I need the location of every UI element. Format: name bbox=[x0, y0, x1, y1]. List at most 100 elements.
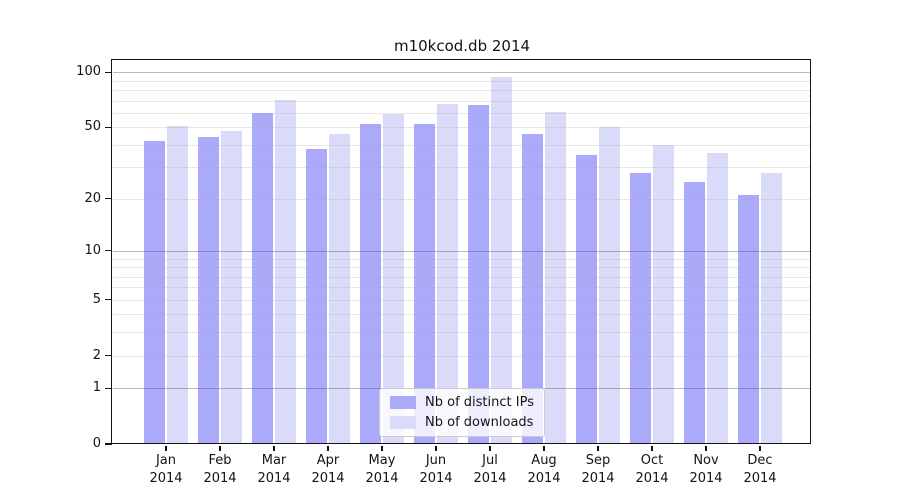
x-tick-label-apr: Apr 2014 bbox=[296, 452, 360, 488]
x-tick-label-jun: Jun 2014 bbox=[404, 452, 468, 488]
legend-label: Nb of downloads bbox=[425, 415, 534, 430]
x-tick-label-month: Feb bbox=[208, 453, 232, 468]
bar-nb-of-downloads-oct bbox=[653, 144, 674, 444]
x-tick-label-nov: Nov 2014 bbox=[674, 452, 738, 488]
x-tick-label-jan: Jan 2014 bbox=[134, 452, 198, 488]
x-tick-nov bbox=[705, 445, 707, 451]
x-tick-label-month: Mar bbox=[261, 453, 287, 468]
gridline-7 bbox=[113, 276, 811, 278]
bar-nb-of-distinct-ips-jun bbox=[414, 124, 435, 444]
x-tick-mar bbox=[273, 445, 275, 451]
bar-nb-of-downloads-apr bbox=[329, 133, 350, 444]
gridline-5 bbox=[113, 299, 811, 301]
x-tick-label-dec: Dec 2014 bbox=[728, 452, 792, 488]
bar-nb-of-distinct-ips-aug bbox=[522, 133, 543, 444]
bar-nb-of-downloads-jul bbox=[491, 77, 512, 444]
gridline-2 bbox=[113, 355, 811, 357]
x-tick-jan bbox=[165, 445, 167, 451]
y-tick-label-5: 5 bbox=[92, 291, 101, 307]
bar-nb-of-distinct-ips-feb bbox=[198, 137, 219, 444]
x-tick-label-oct: Oct 2014 bbox=[620, 452, 684, 488]
x-tick-label-year: 2014 bbox=[689, 471, 723, 486]
legend-label: Nb of distinct IPs bbox=[425, 395, 534, 410]
x-tick-label-month: Aug bbox=[531, 453, 557, 468]
x-tick-label-month: Jul bbox=[482, 453, 498, 468]
bar-nb-of-distinct-ips-apr bbox=[306, 148, 327, 444]
gridline-80 bbox=[113, 90, 811, 91]
y-tick-label-2: 2 bbox=[92, 347, 101, 363]
y-tick-50 bbox=[104, 126, 112, 128]
x-tick-jul bbox=[489, 445, 491, 451]
y-tick-label-10: 10 bbox=[84, 242, 101, 258]
gridline-6 bbox=[113, 287, 811, 289]
legend: Nb of distinct IPs Nb of downloads bbox=[379, 388, 545, 437]
gridline-4 bbox=[113, 314, 811, 316]
x-tick-label-year: 2014 bbox=[581, 471, 615, 486]
bar-nb-of-distinct-ips-oct bbox=[630, 172, 651, 444]
y-tick-label-50: 50 bbox=[84, 119, 101, 135]
legend-swatch-nb-of-distinct-ips bbox=[390, 396, 417, 409]
bar-nb-of-downloads-nov bbox=[707, 153, 728, 444]
x-tick-label-month: May bbox=[368, 453, 396, 468]
gridline-8 bbox=[113, 267, 811, 268]
bar-nb-of-downloads-aug bbox=[545, 111, 566, 444]
x-tick-may bbox=[381, 445, 383, 451]
x-tick-label-month: Oct bbox=[640, 453, 664, 468]
y-tick-2 bbox=[104, 354, 112, 357]
x-tick-label-year: 2014 bbox=[743, 471, 777, 486]
x-tick-jun bbox=[435, 445, 437, 451]
x-tick-label-jul: Jul 2014 bbox=[458, 452, 522, 488]
y-tick-5 bbox=[104, 299, 112, 301]
y-tick-label-1: 1 bbox=[92, 380, 101, 396]
legend-entry-nb-of-distinct-ips: Nb of distinct IPs bbox=[390, 395, 534, 410]
x-tick-label-year: 2014 bbox=[635, 471, 669, 486]
bar-nb-of-downloads-feb bbox=[221, 130, 242, 444]
x-tick-dec bbox=[759, 445, 761, 451]
bar-nb-of-distinct-ips-mar bbox=[252, 112, 273, 444]
y-tick-0 bbox=[104, 443, 112, 445]
gridline-10 bbox=[113, 250, 811, 253]
x-tick-label-month: Sep bbox=[585, 453, 611, 468]
y-tick-1 bbox=[104, 387, 112, 389]
gridline-9 bbox=[113, 258, 811, 260]
x-tick-aug bbox=[543, 445, 545, 451]
bar-nb-of-distinct-ips-nov bbox=[684, 181, 705, 444]
gridline-20 bbox=[113, 198, 811, 200]
x-tick-label-month: Apr bbox=[316, 453, 340, 468]
x-tick-label-sep: Sep 2014 bbox=[566, 452, 630, 488]
x-tick-label-month: Dec bbox=[747, 453, 773, 468]
gridline-40 bbox=[113, 144, 811, 146]
y-tick-100 bbox=[104, 71, 112, 73]
gridline-3 bbox=[113, 332, 811, 334]
chart-title: m10kcod.db 2014 bbox=[393, 37, 531, 55]
x-tick-label-year: 2014 bbox=[365, 471, 399, 486]
x-tick-label-month: Jun bbox=[425, 453, 447, 468]
x-tick-feb bbox=[219, 445, 221, 451]
x-tick-oct bbox=[651, 445, 653, 451]
bar-nb-of-downloads-jan bbox=[167, 125, 188, 444]
bar-nb-of-downloads-sep bbox=[599, 127, 620, 444]
x-tick-label-year: 2014 bbox=[473, 471, 507, 486]
bar-nb-of-distinct-ips-jan bbox=[144, 141, 165, 444]
bar-nb-of-distinct-ips-dec bbox=[738, 195, 759, 444]
gridline-30 bbox=[113, 167, 811, 169]
x-tick-label-year: 2014 bbox=[419, 471, 453, 486]
gridline-50 bbox=[113, 127, 811, 129]
y-tick-10 bbox=[104, 250, 112, 252]
x-tick-label-aug: Aug 2014 bbox=[512, 452, 576, 488]
x-tick-label-may: May 2014 bbox=[350, 452, 414, 488]
bar-nb-of-downloads-may bbox=[383, 114, 404, 444]
x-tick-label-mar: Mar 2014 bbox=[242, 452, 306, 488]
legend-swatch-nb-of-downloads bbox=[390, 416, 417, 429]
y-tick-label-0: 0 bbox=[92, 436, 101, 451]
x-tick-sep bbox=[597, 445, 599, 451]
bar-nb-of-distinct-ips-jul bbox=[468, 105, 489, 444]
plot-area: Nb of distinct IPs Nb of downloads bbox=[104, 61, 811, 451]
legend-entry-nb-of-downloads: Nb of downloads bbox=[390, 415, 534, 430]
bar-nb-of-downloads-mar bbox=[275, 99, 296, 444]
gridline-100 bbox=[113, 72, 811, 74]
bar-nb-of-downloads-dec bbox=[761, 172, 782, 444]
x-tick-label-year: 2014 bbox=[527, 471, 561, 486]
y-tick-label-20: 20 bbox=[84, 190, 101, 206]
